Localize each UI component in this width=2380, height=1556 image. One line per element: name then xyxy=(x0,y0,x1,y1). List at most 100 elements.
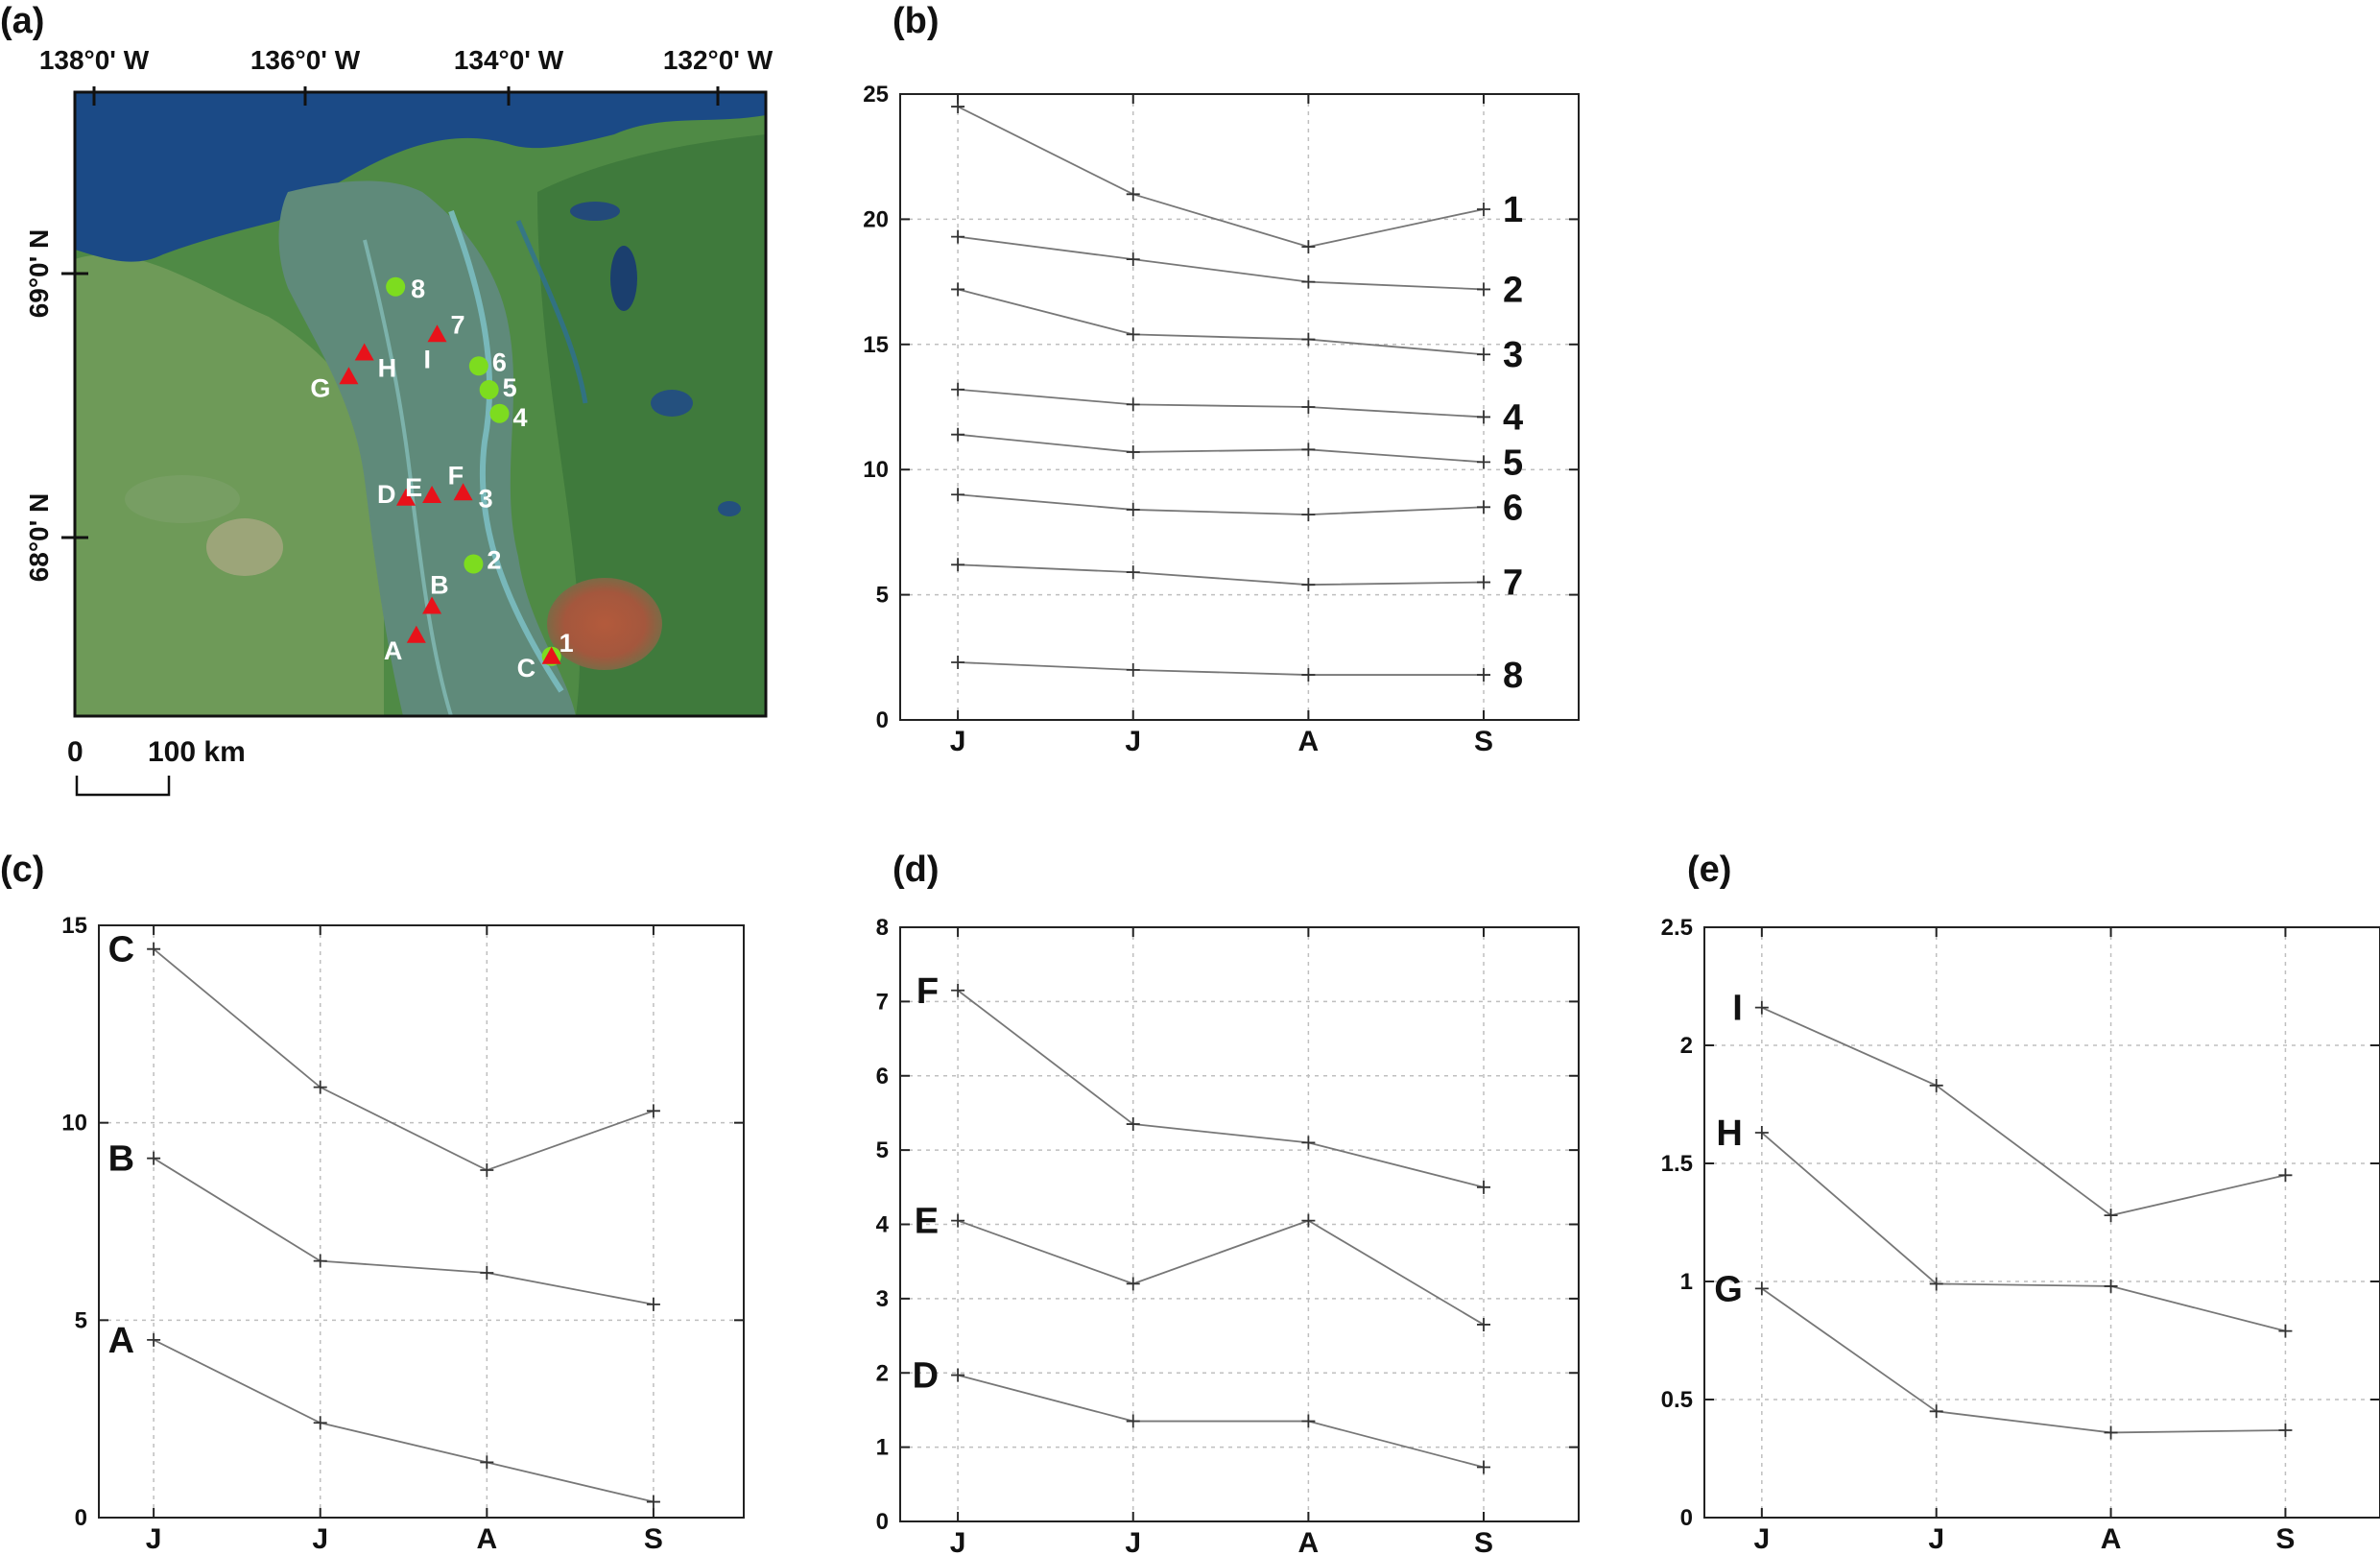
series-label-H: H xyxy=(1716,1113,1742,1154)
data-point-8 xyxy=(1126,662,1140,677)
x-category-label: A xyxy=(476,1523,497,1555)
data-point-8 xyxy=(951,656,965,670)
chart-panel-d: (d) 0 1 2 3 4 5 6 7 8 J J A S F E D xyxy=(876,850,1580,1556)
site-circle-marker xyxy=(489,403,510,423)
y-tick-label: 1.5 xyxy=(1661,1151,1693,1177)
data-point-3 xyxy=(1301,332,1316,347)
y-tick-label: 0 xyxy=(876,707,889,733)
data-point-B xyxy=(313,1254,327,1268)
data-point-6 xyxy=(1477,500,1491,515)
site-triangle-label: H xyxy=(378,354,397,383)
site-circle-label: 5 xyxy=(503,373,517,402)
series-line-B xyxy=(153,1157,654,1305)
chart-panel-e: (e) 0 0.5 1 1.5 2 2.5 J J A S I H G xyxy=(1661,850,2380,1555)
data-point-1 xyxy=(1301,240,1316,254)
site-circle-marker xyxy=(464,554,484,574)
series-line-5 xyxy=(958,433,1485,464)
data-point-A xyxy=(313,1416,327,1430)
y-tick-label: 0.5 xyxy=(1661,1387,1693,1413)
y-tick-label: 2 xyxy=(876,1360,889,1386)
lat-label: 68°0' N xyxy=(24,493,54,583)
data-point-I xyxy=(2104,1209,2118,1223)
site-triangle-label: F xyxy=(448,461,464,490)
chart-panel-c: (c) 0 5 10 15 J J A S C B A xyxy=(0,850,745,1555)
series-label-6: 6 xyxy=(1503,488,1523,528)
data-point-I xyxy=(1754,1000,1769,1015)
site-triangle-label: G xyxy=(310,373,330,402)
plot-frame xyxy=(899,93,1580,721)
site-circle-label: 1 xyxy=(559,629,574,658)
series-label-B: B xyxy=(108,1139,134,1180)
map-lake xyxy=(651,390,693,417)
data-point-D xyxy=(951,1368,965,1382)
site-triangle-label: D xyxy=(377,480,396,509)
site-triangle-label: 3 xyxy=(479,484,493,513)
map-panel: (a) 138°0' W 136°0' W 134°0 xyxy=(0,1,774,797)
data-point-D xyxy=(1301,1414,1316,1428)
series-line-F xyxy=(957,990,1485,1188)
site-triangle-marker xyxy=(339,367,359,385)
data-point-7 xyxy=(1126,565,1140,580)
series-label-E: E xyxy=(915,1202,939,1242)
site-triangle-label: A xyxy=(384,636,403,665)
panel-label: (b) xyxy=(892,1,940,41)
data-point-H xyxy=(2104,1279,2118,1293)
map-frame xyxy=(73,90,768,718)
x-category-label: J xyxy=(1125,1527,1141,1556)
y-tick-label: 10 xyxy=(61,1111,87,1137)
data-point-8 xyxy=(1477,668,1491,682)
x-category-label: A xyxy=(1298,726,1320,757)
map-sites: 8 654 2 1 7IH G D E F3 B A C xyxy=(310,275,573,682)
series-label-3: 3 xyxy=(1503,335,1523,375)
site-triangle-label: C xyxy=(517,654,536,682)
map-river-west xyxy=(363,239,453,716)
data-point-6 xyxy=(1301,508,1316,522)
y-tick-label: 2 xyxy=(1680,1033,1693,1059)
data-point-5 xyxy=(1301,443,1316,457)
series-label-1: 1 xyxy=(1503,190,1523,230)
lon-label: 134°0' W xyxy=(454,45,564,75)
data-point-2 xyxy=(1301,275,1316,289)
data-point-6 xyxy=(1126,502,1140,516)
series-label-5: 5 xyxy=(1503,443,1523,483)
y-tick-label: 0 xyxy=(876,1509,889,1535)
lon-label: 136°0' W xyxy=(250,45,361,75)
data-point-G xyxy=(2278,1423,2293,1437)
data-point-1 xyxy=(1126,187,1140,202)
satellite-map-image xyxy=(75,92,766,716)
data-point-C xyxy=(147,942,161,956)
series-label-2: 2 xyxy=(1503,270,1523,310)
series-label-I: I xyxy=(1732,989,1743,1029)
map-river-main xyxy=(448,209,564,693)
y-tick-label: 1 xyxy=(1680,1269,1693,1295)
data-point-I xyxy=(1929,1078,1943,1092)
x-category-label: A xyxy=(2101,1523,2122,1555)
data-point-A xyxy=(480,1455,494,1470)
data-point-1 xyxy=(951,100,965,114)
data-point-F xyxy=(1301,1136,1316,1150)
data-point-G xyxy=(1754,1281,1769,1296)
data-point-C xyxy=(646,1104,660,1118)
data-point-F xyxy=(951,983,965,997)
plot-frame xyxy=(98,924,745,1519)
series-line-8 xyxy=(958,661,1485,676)
data-point-C xyxy=(480,1163,494,1178)
site-triangle-label: 7 xyxy=(451,310,465,339)
y-tick-label: 15 xyxy=(863,332,889,358)
y-tick-label: 5 xyxy=(876,583,889,609)
x-category-label: S xyxy=(644,1523,663,1555)
data-point-2 xyxy=(951,229,965,244)
site-circle-label: 6 xyxy=(492,347,507,376)
series-label-C: C xyxy=(108,930,134,970)
series-line-A xyxy=(153,1339,654,1503)
data-point-5 xyxy=(951,427,965,442)
data-point-G xyxy=(2104,1425,2118,1440)
map-bare-patch xyxy=(206,518,283,576)
data-point-E xyxy=(951,1213,965,1228)
series-line-I xyxy=(1761,1006,2286,1217)
data-point-3 xyxy=(1126,327,1140,342)
lon-label: 132°0' W xyxy=(663,45,774,75)
data-point-6 xyxy=(951,488,965,502)
data-point-8 xyxy=(1301,668,1316,682)
